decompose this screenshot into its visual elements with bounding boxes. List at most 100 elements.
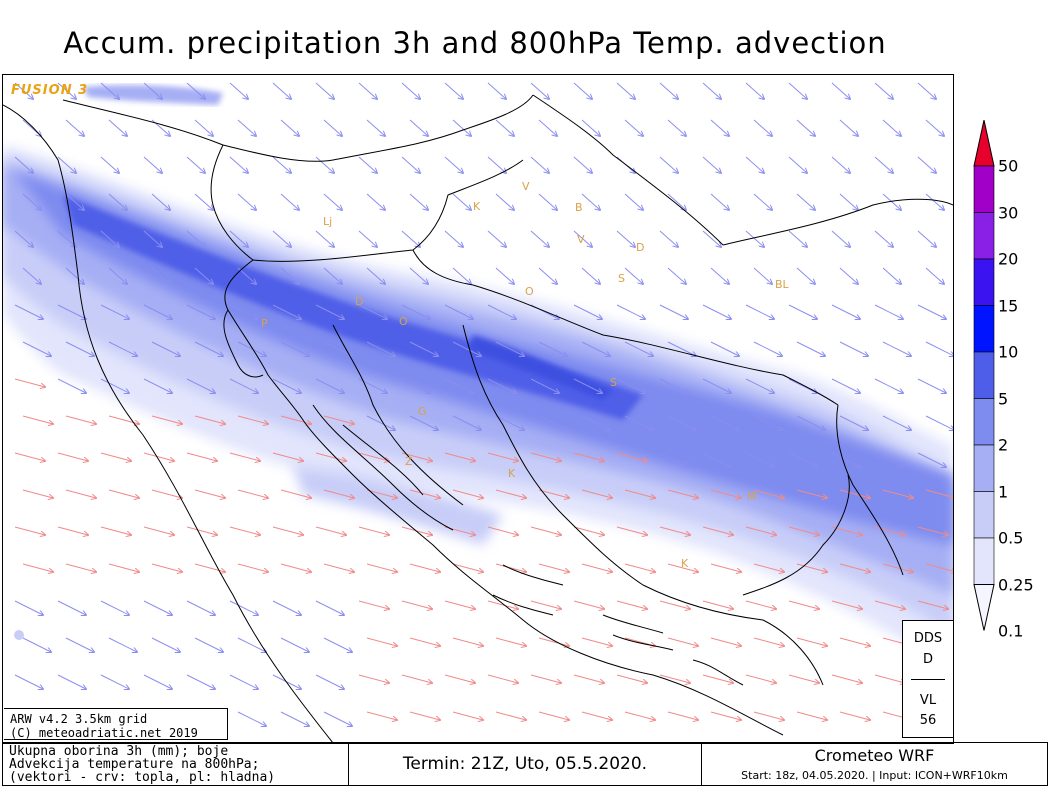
advection-vector xyxy=(14,452,45,461)
advection-vector xyxy=(796,415,825,430)
advection-vector xyxy=(917,230,936,247)
advection-vector xyxy=(839,341,868,356)
precipitation-map: Lj P D G Z K V K B V D S O BL S M K O FUSION 3 xyxy=(2,74,954,744)
advection-vector xyxy=(323,637,352,652)
advection-vector xyxy=(65,341,94,356)
advection-vector xyxy=(401,82,420,99)
advection-vector xyxy=(702,452,731,467)
advection-vector xyxy=(452,415,481,430)
advection-vector xyxy=(538,711,569,720)
advection-vector xyxy=(753,415,782,430)
advection-vector xyxy=(624,193,643,210)
advection-vector xyxy=(745,82,764,99)
advection-vector xyxy=(444,82,463,99)
advection-vector xyxy=(495,563,526,572)
advection-vector xyxy=(616,526,647,535)
advection-vector xyxy=(839,637,870,646)
city-label: Lj xyxy=(323,215,332,228)
advection-vector xyxy=(280,415,311,424)
colorbar-swatch xyxy=(973,398,995,446)
advection-vector xyxy=(22,489,53,498)
advection-vector xyxy=(624,267,643,284)
advection-vector xyxy=(358,600,389,609)
advection-vector xyxy=(444,230,463,247)
advection-vector xyxy=(358,156,377,173)
advection-vector xyxy=(143,600,172,615)
advection-vector xyxy=(710,267,729,284)
advection-vector xyxy=(573,452,604,461)
advection-vector xyxy=(702,304,731,319)
advection-vector xyxy=(530,526,561,535)
advection-vector xyxy=(366,637,397,646)
advection-vector xyxy=(874,82,893,99)
advection-vector xyxy=(358,230,377,247)
advection-vector xyxy=(366,193,385,210)
advection-vector xyxy=(108,637,137,652)
advection-vector xyxy=(358,674,389,683)
advection-vector xyxy=(839,489,870,498)
city-label: B xyxy=(575,201,583,214)
advection-vector xyxy=(745,600,776,609)
advection-vector xyxy=(659,526,690,535)
colorbar-swatch xyxy=(973,165,995,213)
advection-vector xyxy=(530,600,561,609)
advection-vector xyxy=(280,193,299,210)
advection-vector xyxy=(22,267,41,284)
advection-vector xyxy=(710,563,741,572)
advection-vector xyxy=(237,489,268,498)
advection-vector xyxy=(839,711,870,720)
advection-vector xyxy=(581,637,612,646)
advection-vector xyxy=(143,156,162,173)
advection-vector xyxy=(831,378,860,393)
advection-vector xyxy=(280,341,309,356)
advection-vector xyxy=(100,156,119,173)
advection-vector xyxy=(788,674,819,683)
advection-vector xyxy=(186,156,205,173)
colorbar-tick-label: 0.25 xyxy=(998,575,1034,594)
advection-vector xyxy=(409,193,428,210)
advection-vector xyxy=(581,415,610,430)
model-info-line1: ARW v4.2 3.5km grid xyxy=(10,712,148,726)
advection-vector xyxy=(186,526,217,535)
advection-vector xyxy=(659,378,688,393)
colorbar-swatch xyxy=(973,537,995,585)
precipitation-field xyxy=(3,85,953,675)
colorbar-tick-label: 1 xyxy=(998,482,1009,501)
advection-vector xyxy=(452,489,483,498)
advection-vector xyxy=(831,600,862,609)
advection-vector xyxy=(581,341,610,356)
advection-vector xyxy=(186,304,215,319)
advection-vector xyxy=(100,230,119,247)
advection-vector xyxy=(702,156,721,173)
advection-vector xyxy=(616,82,635,99)
advection-vector xyxy=(452,563,483,572)
advection-vector xyxy=(100,82,119,99)
city-label: M xyxy=(747,490,757,503)
advection-vector xyxy=(796,563,827,572)
advection-vector xyxy=(788,156,807,173)
advection-vector xyxy=(659,600,690,609)
advection-vector xyxy=(100,378,129,393)
advection-vector xyxy=(538,341,567,356)
advection-vector xyxy=(874,452,903,467)
advection-vector xyxy=(229,304,258,319)
advection-vector xyxy=(753,193,772,210)
advection-vector xyxy=(659,304,688,319)
advection-vector xyxy=(323,267,342,284)
city-label: O xyxy=(525,285,534,298)
advection-vector xyxy=(573,378,602,393)
advection-vector xyxy=(538,563,569,572)
advection-vector xyxy=(745,378,774,393)
advection-vector xyxy=(925,563,953,572)
advection-vector xyxy=(530,674,561,683)
advection-vector xyxy=(788,526,819,535)
advection-vector xyxy=(788,452,817,467)
advection-vector xyxy=(452,341,481,356)
advection-vector xyxy=(624,119,643,136)
advection-vector xyxy=(366,267,385,284)
advection-vector xyxy=(831,230,850,247)
city-label: P xyxy=(261,317,268,330)
advection-vector xyxy=(667,193,686,210)
advection-vector xyxy=(57,82,76,99)
advection-vector xyxy=(237,415,268,424)
